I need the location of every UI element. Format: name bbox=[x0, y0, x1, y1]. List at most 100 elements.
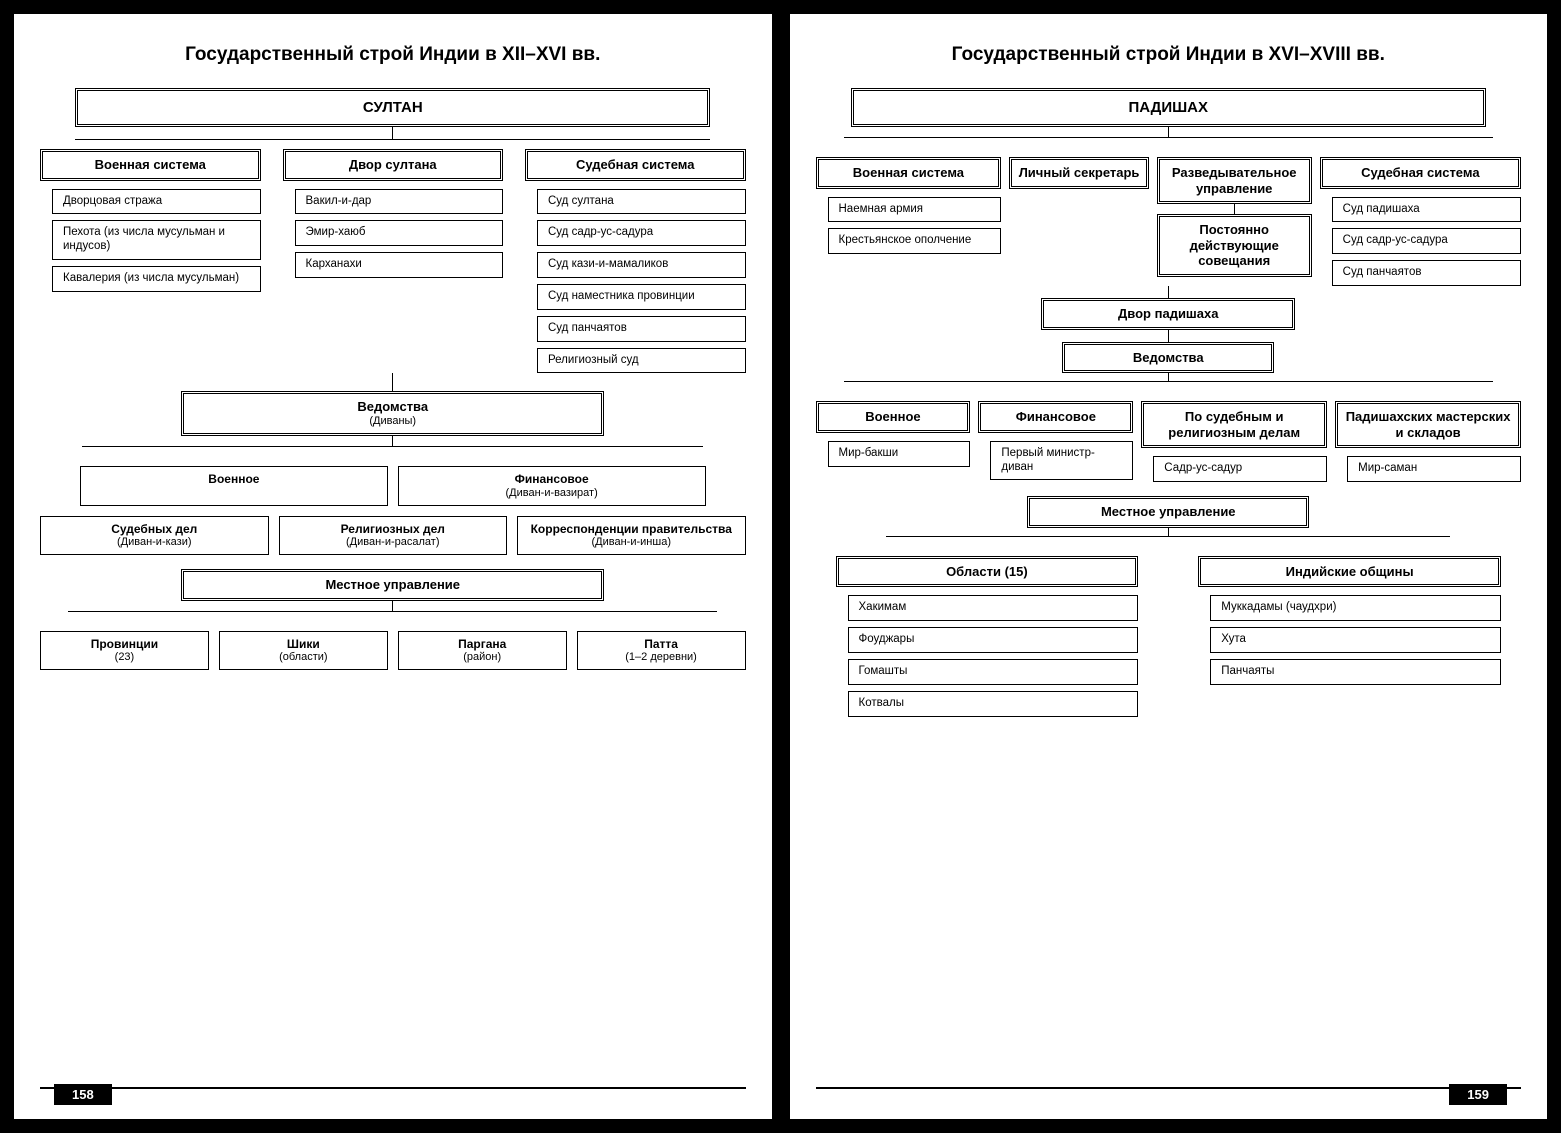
dept-row2: Судебных дел (Диван-и-кази) Религиозных … bbox=[40, 516, 746, 556]
connector bbox=[886, 536, 1450, 546]
dept-box: Религиозных дел (Диван-и-расалат) bbox=[279, 516, 508, 556]
list-item: Панчаяты bbox=[1210, 659, 1501, 685]
right-ruler: ПАДИШАХ bbox=[851, 88, 1486, 127]
connector bbox=[1234, 204, 1235, 214]
local-unit: Провинции (23) bbox=[40, 631, 209, 671]
r-councils: Постоянно действующие совещания bbox=[1157, 214, 1312, 277]
regions-items: Хакимам Фоуджары Гомашты Котвалы bbox=[848, 595, 1139, 716]
dept-col: Военное bbox=[816, 401, 971, 433]
list-item: Суд наместника провинции bbox=[537, 284, 746, 310]
connector bbox=[392, 436, 393, 446]
connector bbox=[844, 137, 1493, 147]
connector bbox=[392, 373, 393, 391]
list-item: Суд садр-ус-садура bbox=[537, 220, 746, 246]
dept-sub: Первый министр-диван bbox=[990, 441, 1133, 481]
page-number-left: 158 bbox=[54, 1084, 112, 1105]
dept-row1: Военное Финансовое (Диван-и-вазират) bbox=[40, 466, 746, 506]
book-spread: Государственный строй Индии в XII–XVI вв… bbox=[0, 0, 1561, 1133]
left-ruler: СУЛТАН bbox=[75, 88, 710, 127]
list-item: Суд панчаятов bbox=[537, 316, 746, 342]
court-header: Двор султана bbox=[283, 149, 504, 181]
list-item: Хута bbox=[1210, 627, 1501, 653]
list-item: Суд панчаятов bbox=[1332, 260, 1521, 286]
dept-sub: Садр-ус-садур bbox=[1153, 456, 1327, 482]
r-court: Двор падишаха bbox=[1041, 298, 1295, 330]
connector bbox=[1168, 286, 1169, 298]
list-item: Суд султана bbox=[537, 189, 746, 215]
connector bbox=[1168, 373, 1169, 381]
right-top-row: Военная система Наемная армия Крестьянск… bbox=[816, 157, 1522, 286]
connector bbox=[844, 381, 1493, 391]
r-local-header: Местное управление bbox=[1027, 496, 1309, 528]
dept-sub: Мир-саман bbox=[1347, 456, 1521, 482]
connector bbox=[392, 127, 393, 139]
list-item: Наемная армия bbox=[828, 197, 1002, 223]
r-military-items: Наемная армия Крестьянское ополчение bbox=[828, 197, 1002, 255]
list-item: Дворцовая стража bbox=[52, 189, 261, 215]
list-item: Гомашты bbox=[848, 659, 1139, 685]
r-local-section: Местное управление Области (15) Хакимам … bbox=[816, 496, 1522, 716]
dept-box: Финансовое (Диван-и-вазират) bbox=[398, 466, 706, 506]
connector bbox=[1168, 330, 1169, 342]
communes-header: Индийские общины bbox=[1198, 556, 1501, 588]
r-judicial-header: Судебная система bbox=[1320, 157, 1521, 189]
list-item: Карханахи bbox=[295, 252, 504, 278]
list-item: Пехота (из числа мусульман и индусов) bbox=[52, 220, 261, 260]
page-left: Государственный строй Индии в XII–XVI вв… bbox=[14, 14, 772, 1119]
connector bbox=[392, 601, 393, 611]
dept-label: Ведомства bbox=[357, 399, 428, 414]
list-item: Муккадамы (чаудхри) bbox=[1210, 595, 1501, 621]
communes-items: Муккадамы (чаудхри) Хута Панчаяты bbox=[1210, 595, 1501, 684]
list-item: Котвалы bbox=[848, 691, 1139, 717]
dept-col: Падишахских мастерских и складов bbox=[1335, 401, 1521, 448]
list-item: Хакимам bbox=[848, 595, 1139, 621]
list-item: Суд кази-и-мамаликов bbox=[537, 252, 746, 278]
dept-sub: (Диваны) bbox=[190, 415, 595, 428]
r-secretary: Личный секретарь bbox=[1009, 157, 1148, 189]
r-military-header: Военная система bbox=[816, 157, 1002, 189]
local-unit: Паргана (район) bbox=[398, 631, 567, 671]
dept-col: По судебным и религиозным делам bbox=[1141, 401, 1327, 448]
dept-sub: Мир-бакши bbox=[828, 441, 971, 467]
local-section: Местное управление Провинции (23) Шики (… bbox=[40, 569, 746, 670]
list-item: Кавалерия (из числа мусульман) bbox=[52, 266, 261, 292]
list-item: Эмир-хаюб bbox=[295, 220, 504, 246]
judicial-header: Судебная система bbox=[525, 149, 746, 181]
r-dept-header: Ведомства bbox=[1062, 342, 1274, 374]
left-three-branches: Военная система Дворцовая стража Пехота … bbox=[40, 149, 746, 373]
r-dept-cols: Военное Мир-бакши Финансовое Первый мини… bbox=[816, 401, 1522, 482]
right-title: Государственный строй Индии в XVI–XVIII … bbox=[816, 44, 1522, 66]
dept-col: Финансовое bbox=[978, 401, 1133, 433]
local-unit: Патта (1–2 деревни) bbox=[577, 631, 746, 671]
list-item: Суд садр-ус-садура bbox=[1332, 228, 1521, 254]
r-local-cols: Области (15) Хакимам Фоуджары Гомашты Ко… bbox=[816, 556, 1522, 717]
page-number-right: 159 bbox=[1449, 1084, 1507, 1105]
book-gutter bbox=[772, 14, 790, 1119]
connector bbox=[75, 139, 710, 149]
court-items: Вакил-и-дар Эмир-хаюб Карханахи bbox=[295, 189, 504, 278]
footer-rule bbox=[816, 1087, 1522, 1089]
list-item: Фоуджары bbox=[848, 627, 1139, 653]
list-item: Суд падишаха bbox=[1332, 197, 1521, 223]
departments-header: Ведомства (Диваны) bbox=[181, 391, 604, 436]
dept-box: Судебных дел (Диван-и-кази) bbox=[40, 516, 269, 556]
r-intel: Разведыва­тельное управление bbox=[1157, 157, 1312, 204]
list-item: Крестьянское ополчение bbox=[828, 228, 1002, 254]
local-units: Провинции (23) Шики (области) Паргана (р… bbox=[40, 631, 746, 671]
local-unit: Шики (области) bbox=[219, 631, 388, 671]
list-item: Вакил-и-дар bbox=[295, 189, 504, 215]
judicial-items: Суд султана Суд садр-ус-садура Суд кази-… bbox=[537, 189, 746, 374]
regions-header: Области (15) bbox=[836, 556, 1139, 588]
page-right: Государственный строй Индии в XVI–XVIII … bbox=[790, 14, 1548, 1119]
connector bbox=[1168, 127, 1169, 137]
footer-rule bbox=[40, 1087, 746, 1089]
left-title: Государственный строй Индии в XII–XVI вв… bbox=[40, 44, 746, 66]
connector bbox=[82, 446, 703, 456]
r-judicial-items: Суд падишаха Суд садр-ус-садура Суд панч… bbox=[1332, 197, 1521, 286]
local-header: Местное управление bbox=[181, 569, 604, 601]
military-items: Дворцовая стража Пехота (из числа мусуль… bbox=[52, 189, 261, 292]
military-header: Военная система bbox=[40, 149, 261, 181]
dept-box: Военное bbox=[80, 466, 388, 506]
list-item: Религиозный суд bbox=[537, 348, 746, 374]
connector bbox=[1168, 528, 1169, 536]
